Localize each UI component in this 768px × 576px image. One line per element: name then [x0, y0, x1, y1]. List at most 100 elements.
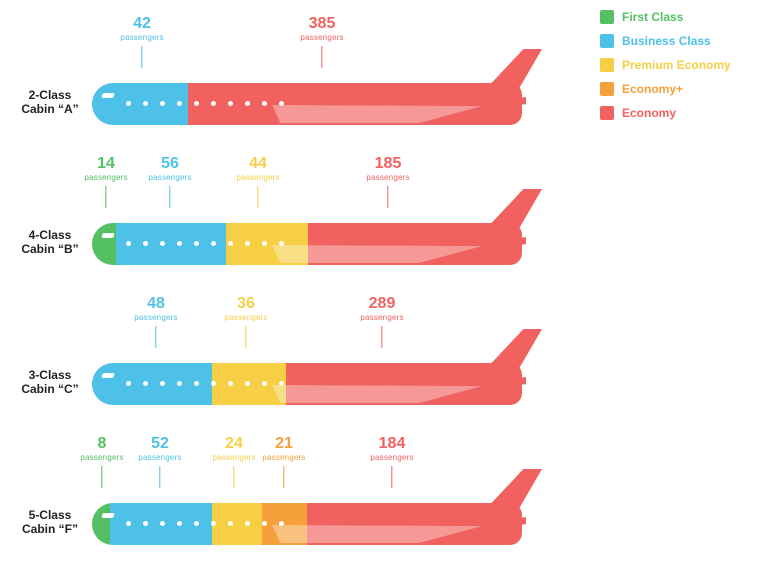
callout-unit: passengers: [84, 174, 127, 182]
cabin-label: 3-ClassCabin “C”: [16, 368, 84, 397]
callout-tick: [283, 466, 284, 488]
fuselage: [92, 363, 522, 405]
cabin-label-line1: 3-Class: [16, 368, 84, 382]
callouts: 14passengers56passengers44passengers185p…: [92, 156, 522, 208]
legend-label: Economy: [622, 106, 676, 120]
callout-economy: 185 passengers: [366, 156, 409, 208]
callout-value: 21: [262, 436, 305, 452]
callout-unit: passengers: [148, 174, 191, 182]
legend-item-economy: Economy: [600, 106, 750, 120]
callout-unit: passengers: [212, 454, 255, 462]
callout-tick: [233, 466, 234, 488]
cabin-label-line2: Cabin “B”: [16, 242, 84, 256]
callout-unit: passengers: [80, 454, 123, 462]
callout-tick: [387, 186, 388, 208]
segment-premium: [212, 363, 286, 405]
callout-unit: passengers: [360, 314, 403, 322]
callout-tick: [101, 466, 102, 488]
cabin-label-line2: Cabin “C”: [16, 382, 84, 396]
callout-value: 42: [120, 16, 163, 32]
cabin-row-B: 4-ClassCabin “B”14passengers56passengers…: [20, 150, 600, 290]
segment-premium: [212, 503, 262, 545]
callout-value: 36: [224, 296, 267, 312]
callout-economy: 385passengers: [300, 16, 343, 68]
segment-econplus: [262, 503, 307, 545]
callout-first: 14 passengers: [84, 156, 127, 208]
callout-value: 24: [212, 436, 255, 452]
cabin-label: 2-ClassCabin “A”: [16, 88, 84, 117]
fuselage: [92, 503, 522, 545]
callout-tick: [381, 326, 382, 348]
callout-value: 56: [148, 156, 191, 172]
cockpit-window: [101, 373, 115, 378]
callouts: 42 passengers 385passengers: [92, 16, 522, 68]
legend-label: Business Class: [622, 34, 711, 48]
segment-first: [92, 223, 116, 265]
legend-swatch: [600, 10, 614, 24]
fuselage: [92, 223, 522, 265]
legend-item-premium: Premium Economy: [600, 58, 750, 72]
legend-swatch: [600, 82, 614, 96]
legend-item-econplus: Economy+: [600, 82, 750, 96]
plane-icon: [92, 485, 572, 565]
cockpit-window: [101, 513, 115, 518]
callout-unit: passengers: [134, 314, 177, 322]
cabin-row-A: 2-ClassCabin “A”42passengers385passenger…: [20, 10, 600, 150]
callout-unit: passengers: [262, 454, 305, 462]
legend-item-business: Business Class: [600, 34, 750, 48]
callout-unit: passengers: [236, 174, 279, 182]
callout-unit: passengers: [366, 174, 409, 182]
segment-business: [116, 223, 226, 265]
callout-premium: 24 passengers: [212, 436, 255, 488]
cabin-label: 5-ClassCabin “F”: [16, 508, 84, 537]
segment-business: [110, 503, 212, 545]
segment-economy: [188, 83, 522, 125]
legend: First Class Business Class Premium Economy…: [600, 10, 750, 130]
callout-value: 14: [84, 156, 127, 172]
callout-value: 48: [134, 296, 177, 312]
callout-business: 56 passengers: [148, 156, 191, 208]
callout-tick: [155, 326, 156, 348]
plane-icon: [92, 345, 572, 425]
legend-item-first: First Class: [600, 10, 750, 24]
cabin-row-F: 5-ClassCabin “F”8passengers52passengers2…: [20, 430, 600, 570]
cabin-label-line1: 2-Class: [16, 88, 84, 102]
callout-premium: 44 passengers: [236, 156, 279, 208]
callout-tick: [169, 186, 170, 208]
callout-premium: 36 passengers: [224, 296, 267, 348]
callout-unit: passengers: [370, 454, 413, 462]
callout-econplus: 21 passengers: [262, 436, 305, 488]
fuselage: [92, 83, 522, 125]
callout-tick: [141, 46, 142, 68]
legend-label: Premium Economy: [622, 58, 731, 72]
callout-tick: [391, 466, 392, 488]
callout-first: 8 passengers: [80, 436, 123, 488]
callouts: 48 passengers 36 passengers 289 passengers: [92, 296, 522, 348]
callout-unit: passengers: [138, 454, 181, 462]
callout-value: 8: [80, 436, 123, 452]
legend-label: First Class: [622, 10, 683, 24]
callout-business: 42 passengers: [120, 16, 163, 68]
callout-business: 52 passengers: [138, 436, 181, 488]
cabin-label: 4-ClassCabin “B”: [16, 228, 84, 257]
callout-value: 52: [138, 436, 181, 452]
segment-business: [92, 83, 188, 125]
callout-value: 184: [370, 436, 413, 452]
callout-value: 385: [300, 16, 343, 32]
cabin-label-line1: 4-Class: [16, 228, 84, 242]
legend-label: Economy+: [622, 82, 683, 96]
callout-unit: passengers: [120, 34, 163, 42]
callout-value: 185: [366, 156, 409, 172]
cabin-label-line2: Cabin “A”: [16, 102, 84, 116]
cabin-row-C: 3-ClassCabin “C”48passengers36passengers…: [20, 290, 600, 430]
callout-unit: passengers: [224, 314, 267, 322]
callouts: 8passengers52passengers24passengers21pas…: [92, 436, 522, 488]
callout-tick: [321, 46, 322, 68]
cabin-label-line2: Cabin “F”: [16, 522, 84, 536]
legend-swatch: [600, 34, 614, 48]
callout-value: 289: [360, 296, 403, 312]
cabin-rows: 2-ClassCabin “A”42passengers385passenger…: [20, 10, 600, 570]
segment-premium: [226, 223, 308, 265]
callout-value: 44: [236, 156, 279, 172]
callout-business: 48 passengers: [134, 296, 177, 348]
